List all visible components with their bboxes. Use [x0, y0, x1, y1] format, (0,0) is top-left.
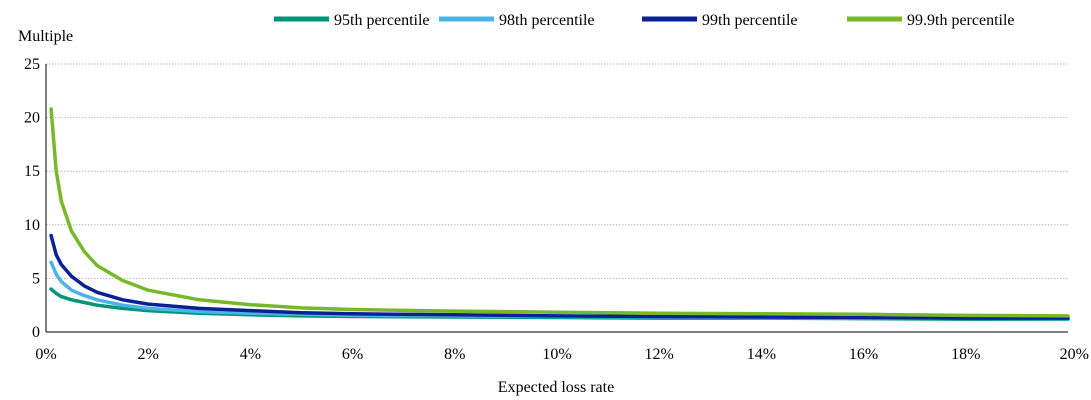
- series-line: [49, 107, 1070, 318]
- y-axis-label: Multiple: [18, 28, 73, 45]
- legend-label: 99th percentile: [702, 12, 798, 29]
- legend-label: 98th percentile: [499, 12, 595, 29]
- x-tick-label: 2%: [138, 346, 159, 363]
- x-tick-label: 0%: [35, 346, 56, 363]
- x-axis-label: Expected loss rate: [498, 379, 614, 396]
- x-tick-label: 16%: [849, 346, 878, 363]
- x-tick-label: 6%: [342, 346, 363, 363]
- y-tick-label: 15: [24, 163, 40, 180]
- x-tick-label: 20%: [1060, 346, 1089, 363]
- series-lines: [49, 107, 1070, 321]
- series-line: [49, 233, 1070, 320]
- legend-label: 95th percentile: [334, 12, 430, 29]
- x-tick-label: 18%: [951, 346, 980, 363]
- x-tick-labels: 0% 2% 4% 6% 8% 10% 12% 14% 16% 18% 20%: [35, 346, 1089, 363]
- legend: 95th percentile 98th percentile 99th perce…: [274, 12, 1015, 29]
- x-tick-label: 14%: [747, 346, 776, 363]
- y-tick-label: 25: [24, 56, 40, 73]
- y-tick-label: 5: [32, 270, 40, 287]
- x-tick-label: 12%: [645, 346, 674, 363]
- x-tick-label: 10%: [542, 346, 571, 363]
- y-tick-label: 0: [32, 324, 40, 341]
- y-tick-label: 20: [24, 110, 40, 127]
- legend-label: 99.9th percentile: [907, 12, 1015, 29]
- x-tick-label: 4%: [240, 346, 261, 363]
- x-tick-label: 8%: [444, 346, 465, 363]
- y-tick-labels: 0 5 10 15 20 25: [24, 56, 40, 341]
- gridlines: [46, 63, 1068, 279]
- y-tick-label: 10: [24, 217, 40, 234]
